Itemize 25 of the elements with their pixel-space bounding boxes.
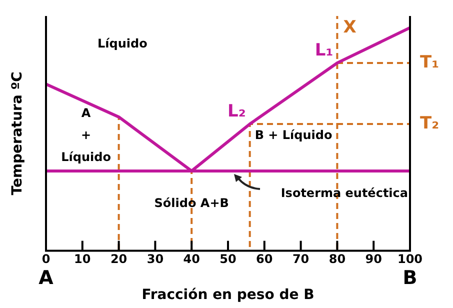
x-tick-label: 80 bbox=[328, 252, 346, 266]
annotation: B + Líquido bbox=[254, 128, 332, 142]
x-tick-label: 100 bbox=[397, 252, 423, 266]
annotation: Líquido bbox=[98, 36, 148, 50]
ref-line-label: Isoterma eutéctica bbox=[280, 186, 408, 200]
annotation: A + Líquido bbox=[61, 106, 111, 164]
annotation: Sólido A+B bbox=[154, 196, 229, 210]
x-axis-title: Fracción en peso de B bbox=[142, 287, 314, 304]
x-tick-label: 20 bbox=[110, 252, 128, 266]
x-tick-label: 70 bbox=[292, 252, 310, 266]
annotation: L₂ bbox=[228, 101, 246, 122]
text: A bbox=[38, 266, 54, 289]
y-axis-title: Temperatura ºC bbox=[10, 72, 26, 196]
annotation: T₂ bbox=[420, 113, 440, 134]
x-tick-label: 90 bbox=[365, 252, 382, 266]
x-tick-label: 50 bbox=[220, 252, 236, 266]
x-tick-label: 10 bbox=[74, 252, 91, 266]
x-tick-label: 30 bbox=[146, 252, 164, 266]
x-tick-label: 60 bbox=[256, 252, 273, 266]
annotation: T₁ bbox=[420, 52, 440, 72]
annotation: X bbox=[343, 17, 356, 38]
x-tick-label: 0 bbox=[42, 252, 50, 266]
text: B bbox=[402, 266, 418, 289]
annotation: L₁ bbox=[314, 40, 334, 60]
x-tick-label: 40 bbox=[183, 252, 200, 266]
